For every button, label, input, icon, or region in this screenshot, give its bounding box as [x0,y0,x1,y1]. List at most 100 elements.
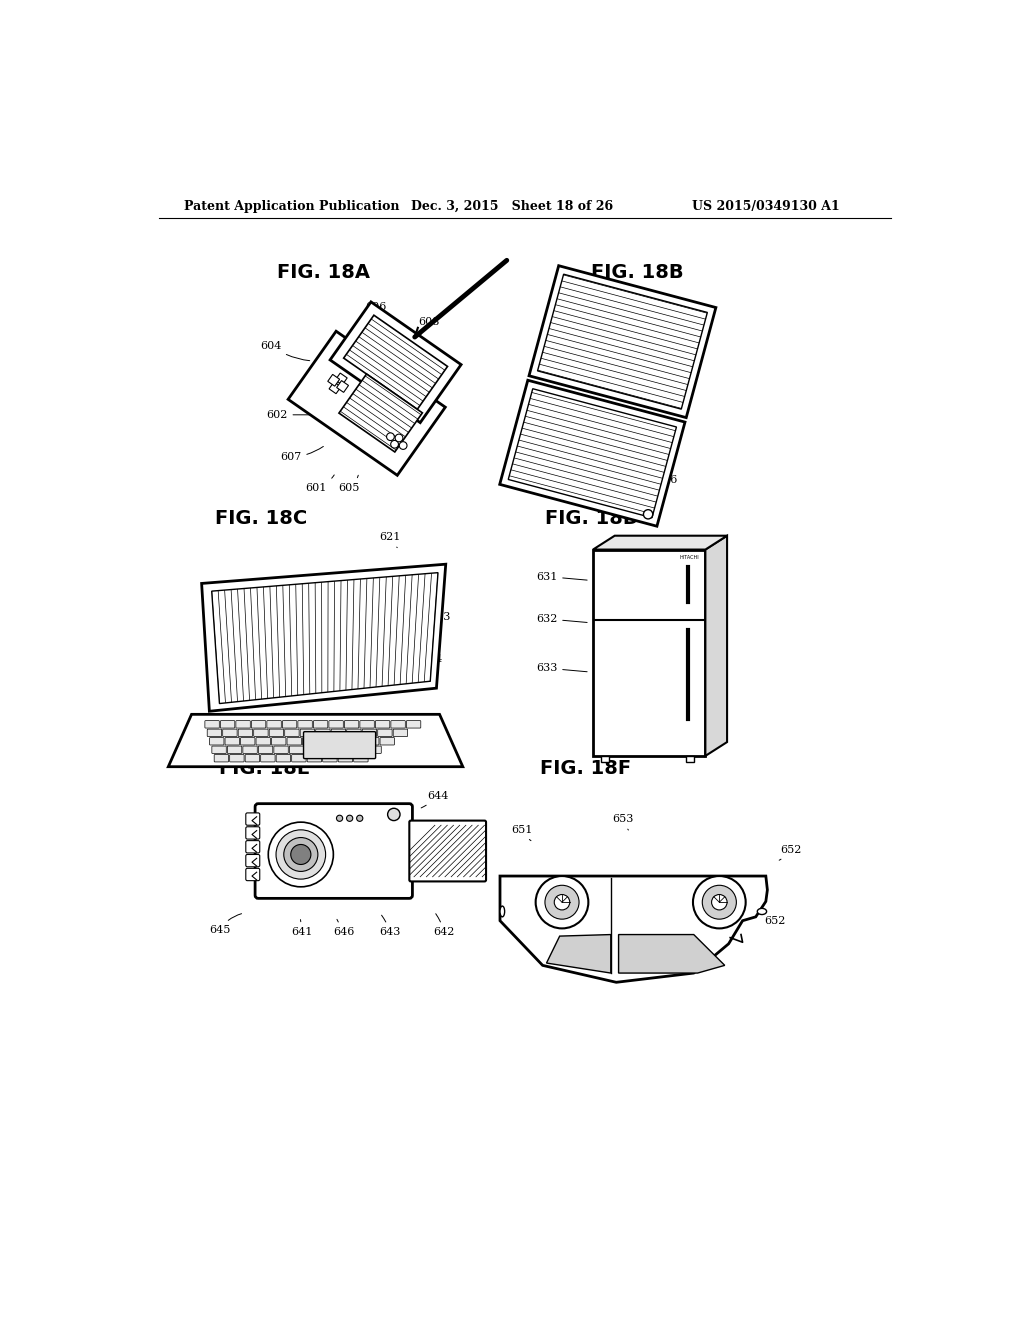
Polygon shape [500,876,767,982]
FancyBboxPatch shape [239,729,253,737]
FancyBboxPatch shape [380,738,394,744]
Ellipse shape [500,906,505,917]
Circle shape [268,822,334,887]
FancyBboxPatch shape [212,746,226,754]
Circle shape [276,830,326,879]
Polygon shape [328,375,340,387]
FancyBboxPatch shape [334,738,348,744]
FancyBboxPatch shape [303,731,376,759]
FancyBboxPatch shape [246,813,260,825]
Text: 631: 631 [536,572,587,582]
Text: 645: 645 [209,913,242,935]
Ellipse shape [758,908,767,915]
Bar [593,549,706,756]
FancyBboxPatch shape [276,755,291,762]
FancyBboxPatch shape [222,729,238,737]
Polygon shape [337,380,348,392]
Text: 621: 621 [379,532,400,548]
Text: 624: 624 [395,653,442,668]
FancyBboxPatch shape [287,738,301,744]
Text: 642: 642 [433,913,455,937]
FancyBboxPatch shape [267,721,282,729]
FancyBboxPatch shape [246,854,260,867]
FancyBboxPatch shape [407,721,421,729]
FancyBboxPatch shape [254,729,268,737]
FancyBboxPatch shape [236,721,250,729]
Text: 604: 604 [261,341,309,360]
FancyBboxPatch shape [300,729,314,737]
FancyBboxPatch shape [246,826,260,840]
Circle shape [545,886,579,919]
FancyBboxPatch shape [205,721,219,729]
Circle shape [693,876,745,928]
Text: 651: 651 [511,825,532,841]
Polygon shape [500,380,685,527]
FancyBboxPatch shape [344,721,358,729]
Circle shape [702,886,736,919]
FancyBboxPatch shape [376,721,390,729]
Polygon shape [529,265,716,417]
Circle shape [399,442,407,449]
Text: 652: 652 [759,909,785,925]
Polygon shape [335,374,347,385]
FancyBboxPatch shape [258,746,272,754]
FancyBboxPatch shape [323,755,337,762]
Bar [601,756,608,762]
Text: 601: 601 [305,475,334,492]
Text: 633: 633 [536,663,587,673]
FancyBboxPatch shape [338,755,352,762]
FancyBboxPatch shape [365,738,379,744]
Text: FIG. 18D: FIG. 18D [545,510,639,528]
Polygon shape [288,331,445,475]
FancyBboxPatch shape [298,721,312,729]
Polygon shape [344,315,447,409]
FancyBboxPatch shape [307,755,322,762]
FancyBboxPatch shape [227,746,242,754]
Polygon shape [329,381,341,393]
Text: US 2015/0349130 A1: US 2015/0349130 A1 [692,199,840,213]
Text: 632: 632 [536,614,587,624]
Text: FIG. 18A: FIG. 18A [276,263,370,282]
FancyBboxPatch shape [269,729,284,737]
Text: 615: 615 [675,339,696,355]
Text: 654: 654 [585,915,606,933]
FancyBboxPatch shape [410,821,486,882]
FancyBboxPatch shape [321,746,335,754]
FancyBboxPatch shape [378,729,392,737]
Circle shape [643,510,652,519]
FancyBboxPatch shape [351,746,366,754]
Polygon shape [538,275,708,409]
Text: 623: 623 [429,611,451,627]
FancyBboxPatch shape [245,755,260,762]
Text: 602: 602 [266,409,311,420]
FancyBboxPatch shape [207,729,221,737]
Polygon shape [212,573,438,704]
Circle shape [346,816,352,821]
FancyBboxPatch shape [391,721,406,729]
FancyBboxPatch shape [251,721,266,729]
Text: 653: 653 [611,814,633,830]
Circle shape [395,434,402,442]
FancyBboxPatch shape [210,738,224,744]
FancyBboxPatch shape [246,841,260,853]
Text: 603: 603 [395,438,416,454]
FancyBboxPatch shape [243,746,257,754]
FancyBboxPatch shape [255,804,413,899]
Text: 613: 613 [583,470,604,486]
FancyBboxPatch shape [349,738,364,744]
FancyBboxPatch shape [285,729,299,737]
Text: Patent Application Publication: Patent Application Publication [183,199,399,213]
Text: FIG. 18E: FIG. 18E [219,759,310,777]
FancyBboxPatch shape [393,729,408,737]
FancyBboxPatch shape [359,721,375,729]
FancyBboxPatch shape [302,738,317,744]
Text: 622: 622 [400,570,424,586]
Text: FIG. 18C: FIG. 18C [215,510,307,528]
Polygon shape [618,935,725,973]
Circle shape [337,816,343,821]
FancyBboxPatch shape [283,721,297,729]
FancyBboxPatch shape [246,869,260,880]
Text: Dec. 3, 2015   Sheet 18 of 26: Dec. 3, 2015 Sheet 18 of 26 [411,199,613,213]
Text: FIG. 18F: FIG. 18F [541,759,632,777]
Circle shape [291,845,311,865]
